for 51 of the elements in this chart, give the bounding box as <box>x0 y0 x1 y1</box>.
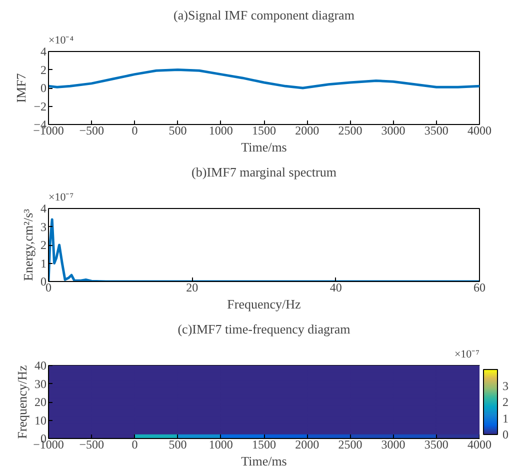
x-tick-label: 0 <box>132 124 138 138</box>
y-tick-label: 4 <box>40 202 46 216</box>
color-bar-label: 3 <box>502 378 508 393</box>
x-tick-label: 2500 <box>338 124 362 138</box>
x-tick-label: 2500 <box>338 438 362 452</box>
x-tick-label: 1500 <box>252 438 276 452</box>
x-tick-label: 1000 <box>208 438 233 452</box>
color-bar-title: ×10⁻⁷ <box>454 348 480 360</box>
x-axis-title: Frequency/Hz <box>227 296 302 312</box>
x-axis-title: Time/ms <box>241 140 287 154</box>
x-tick-label: −500 <box>79 438 104 452</box>
y-tick-label: 2 <box>40 238 46 252</box>
text: ×10⁻⁷ <box>48 192 74 204</box>
x-tick-label: 0 <box>132 438 138 452</box>
x-tick-label: −500 <box>79 124 104 138</box>
x-tick-label: 60 <box>474 280 486 294</box>
x-tick-label: 1000 <box>208 124 233 138</box>
x-tick-label: 2000 <box>295 438 320 452</box>
x-tick-label: 20 <box>186 280 198 294</box>
chart-title: (a)Signal IMF component diagram <box>174 8 354 22</box>
x-tick-label: 3500 <box>424 438 448 452</box>
y-tick-label: 0 <box>40 81 46 95</box>
color-bar-label: 0 <box>502 428 508 442</box>
x-tick-label: 500 <box>168 124 187 138</box>
x-tick-label: 3000 <box>381 438 406 452</box>
y-tick-label: 1 <box>40 256 46 270</box>
y-tick-label: −2 <box>34 99 47 114</box>
chart-title: (c)IMF7 time-frequency diagram <box>178 322 350 336</box>
x-tick-label: 4000 <box>468 124 492 138</box>
y-tick-label: 30 <box>34 376 46 391</box>
y-tick-label: 2 <box>40 62 46 77</box>
color-bar-label: 1 <box>502 411 508 426</box>
y-tick-label: 40 <box>34 358 46 372</box>
y-tick-label: 20 <box>34 395 46 409</box>
color-bar-label: 2 <box>502 395 508 409</box>
y-tick-label: 3 <box>40 220 46 234</box>
x-tick-label: 1500 <box>252 124 276 138</box>
y-tick-label: 4 <box>40 44 46 58</box>
x-axis-title: Time/ms <box>241 454 287 468</box>
y-tick-label: 10 <box>34 413 46 428</box>
x-tick-label: 4000 <box>468 438 492 452</box>
y-axis-title: Frequency/Hz <box>14 364 30 439</box>
text: ×10⁻⁴ <box>48 34 74 46</box>
y-axis-title: IMF7 <box>14 72 29 103</box>
x-tick-label: 40 <box>330 280 342 294</box>
x-tick-label: 3500 <box>424 124 448 138</box>
y-axis-title: Energy,cm²/s³ <box>20 208 36 282</box>
x-tick-label: 3000 <box>381 124 406 138</box>
x-tick-label: 2000 <box>295 124 320 138</box>
chart-title: (b)IMF7 marginal spectrum <box>192 164 336 180</box>
x-tick-label: 500 <box>168 438 187 452</box>
